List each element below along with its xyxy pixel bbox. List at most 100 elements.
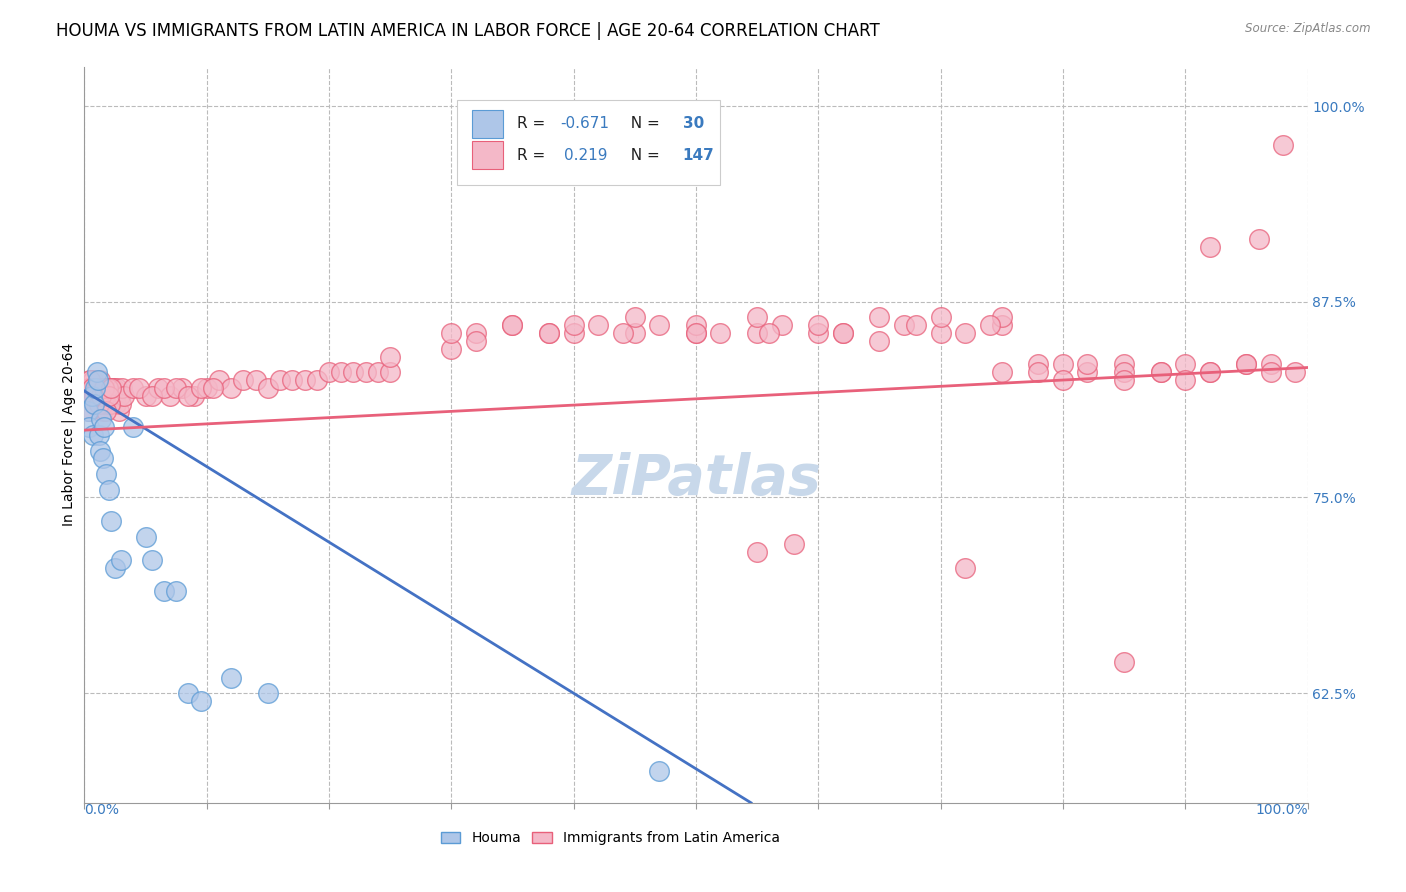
Point [783,537,806,551]
Point [82,373,104,387]
Point [91,451,114,466]
Point [624,310,647,325]
Point [758,326,780,340]
Point [83,381,105,395]
Point [1260,358,1282,372]
Point [685,326,707,340]
Point [111,381,134,395]
Point [165,584,187,599]
Point [709,326,731,340]
Point [245,373,267,387]
Point [330,365,353,379]
Text: 30: 30 [682,116,704,131]
Point [1052,358,1074,372]
Point [219,381,242,395]
Point [747,326,769,340]
Point [153,381,176,395]
Point [159,389,181,403]
Point [177,686,200,700]
Point [87,396,110,410]
Legend: Houma, Immigrants from Latin America: Houma, Immigrants from Latin America [436,826,786,851]
Point [79,373,101,387]
Point [77,420,100,434]
Point [87,389,110,403]
Point [97,483,120,497]
Point [104,389,127,403]
Point [1114,365,1136,379]
Point [305,373,328,387]
Point [83,396,105,410]
Text: 147: 147 [682,148,714,162]
Point [953,326,976,340]
Point [538,326,561,340]
Point [94,389,117,403]
Point [87,373,110,387]
Point [747,545,769,559]
Point [89,373,111,387]
Point [380,350,402,364]
Point [80,381,103,395]
Point [953,561,976,575]
Text: 0.0%: 0.0% [84,803,120,817]
Point [86,389,108,403]
Point [807,326,830,340]
Point [97,381,120,395]
Point [84,389,107,403]
Point [91,404,114,418]
Text: N =: N = [621,148,665,162]
Point [104,561,127,575]
Point [440,342,463,356]
Text: Source: ZipAtlas.com: Source: ZipAtlas.com [1246,22,1371,36]
Point [108,389,131,403]
Point [84,381,107,395]
Point [128,381,150,395]
Point [208,373,231,387]
Point [172,381,194,395]
Point [1076,365,1098,379]
Point [100,381,122,395]
Point [257,381,280,395]
Point [281,373,304,387]
Point [869,334,891,348]
Bar [472,141,503,169]
Point [831,326,853,340]
Point [105,381,128,395]
Point [1260,365,1282,379]
Point [90,396,112,410]
Point [97,396,120,410]
Bar [472,110,503,137]
Point [100,514,122,528]
Point [87,428,110,442]
Point [77,381,100,395]
Point [991,318,1014,333]
Point [103,381,125,395]
Text: 100.0%: 100.0% [1256,803,1308,817]
Point [87,381,110,395]
Point [89,381,111,395]
Point [98,396,121,410]
Point [1174,373,1197,387]
Point [1076,358,1098,372]
Point [440,326,463,340]
Point [232,373,254,387]
Point [94,389,117,403]
Point [90,412,112,426]
Point [367,365,389,379]
Point [612,326,634,340]
Text: ZiPatlas: ZiPatlas [571,452,821,506]
Point [1114,655,1136,669]
Point [122,381,145,395]
Point [86,365,108,379]
Point [141,553,163,567]
Point [562,318,585,333]
Point [1236,358,1258,372]
Point [80,389,103,403]
Text: R =: R = [517,148,555,162]
Point [893,318,915,333]
Point [153,584,176,599]
Point [502,318,524,333]
Point [100,396,122,410]
Point [82,428,104,442]
Point [1198,240,1220,254]
Point [502,318,524,333]
